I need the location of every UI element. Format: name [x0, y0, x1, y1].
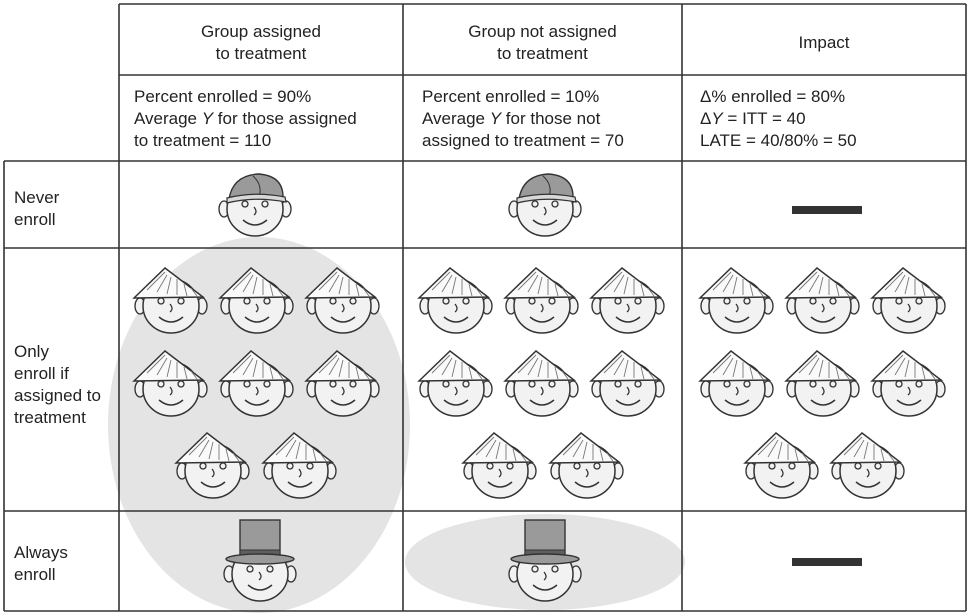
- impact-complier-paper-hat-face-icon: [870, 350, 946, 417]
- impact-stats: Δ% enrolled = 80% ΔY = ITT = 40 LATE = 4…: [700, 87, 857, 150]
- impact-complier-paper-hat-face-icon: [743, 432, 819, 499]
- impact-complier-paper-hat-face-icon: [784, 267, 860, 334]
- control-never-baseball-cap-face-icon: [508, 173, 582, 237]
- treatment-complier-paper-hat-face-icon: [132, 267, 208, 334]
- control-always-top-hat-face-icon: [508, 519, 582, 602]
- impact-complier-paper-hat-face-icon: [784, 350, 860, 417]
- impact-complier-paper-hat-face-icon: [829, 432, 905, 499]
- header-treatment-group: Group assigned to treatment: [200, 22, 322, 63]
- row-label-compliers: Only enroll if assigned to treatment: [14, 342, 101, 427]
- control-stats: Percent enrolled = 10% Average Y for tho…: [422, 87, 624, 150]
- impact-complier-paper-hat-face-icon: [698, 267, 774, 334]
- impact-complier-paper-hat-face-icon: [870, 267, 946, 334]
- control-complier-paper-hat-face-icon: [589, 267, 665, 334]
- treatment-complier-paper-hat-face-icon: [261, 432, 337, 499]
- treatment-complier-paper-hat-face-icon: [218, 350, 294, 417]
- header-impact: Impact: [798, 33, 850, 52]
- control-complier-paper-hat-face-icon: [503, 350, 579, 417]
- treatment-complier-paper-hat-face-icon: [304, 267, 380, 334]
- header-control-group: Group not assigned to treatment: [468, 22, 617, 63]
- impact-complier-paper-hat-face-icon: [698, 350, 774, 417]
- control-complier-paper-hat-face-icon: [548, 432, 624, 499]
- treatment-complier-paper-hat-face-icon: [218, 267, 294, 334]
- row-label-always-enroll: Always enroll: [14, 543, 68, 584]
- control-complier-paper-hat-face-icon: [417, 267, 493, 334]
- treatment-complier-paper-hat-face-icon: [174, 432, 250, 499]
- control-complier-paper-hat-face-icon: [417, 350, 493, 417]
- treatment-always-top-hat-face-icon: [223, 519, 297, 602]
- row-label-never-enroll: Never enroll: [14, 188, 60, 229]
- control-complier-paper-hat-face-icon: [589, 350, 665, 417]
- control-complier-paper-hat-face-icon: [461, 432, 537, 499]
- treatment-complier-paper-hat-face-icon: [132, 350, 208, 417]
- control-complier-paper-hat-face-icon: [503, 267, 579, 334]
- treatment-stats: Percent enrolled = 90% Average Y for tho…: [134, 87, 357, 150]
- treatment-never-baseball-cap-face-icon: [218, 173, 292, 237]
- always-impact-dash: [792, 558, 862, 566]
- treatment-complier-paper-hat-face-icon: [304, 350, 380, 417]
- never-impact-dash: [792, 206, 862, 214]
